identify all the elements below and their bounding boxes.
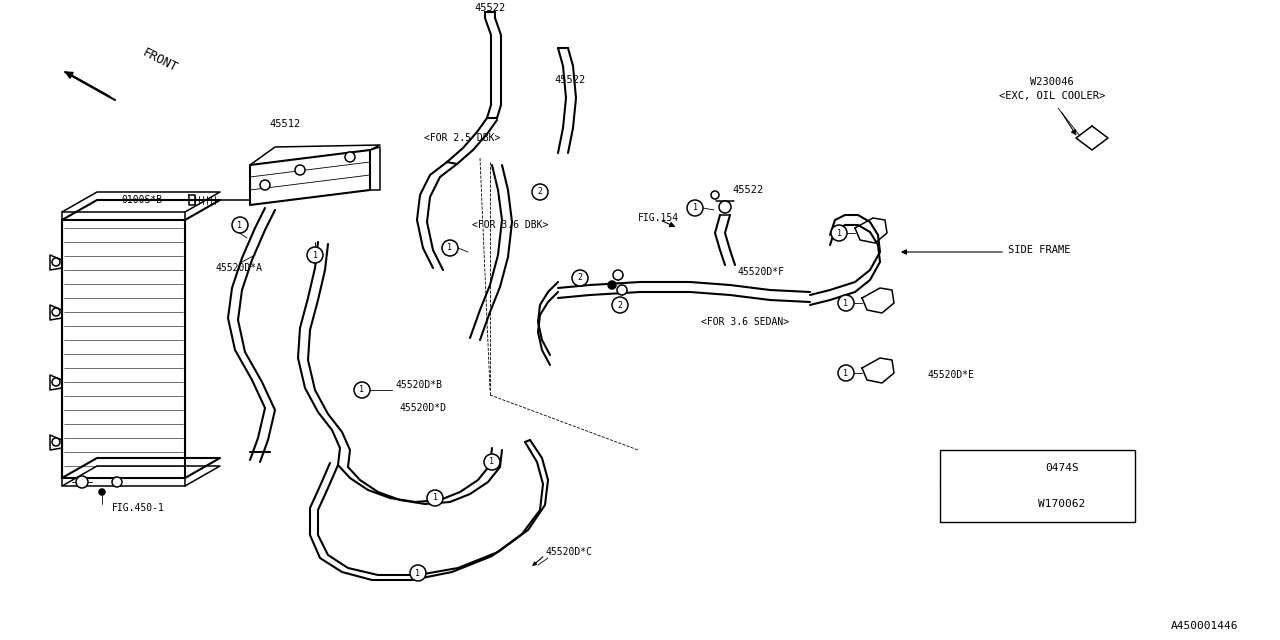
Text: 1: 1: [312, 250, 317, 259]
Circle shape: [410, 565, 426, 581]
Circle shape: [307, 247, 323, 263]
Circle shape: [831, 225, 847, 241]
Text: 1: 1: [844, 298, 849, 307]
Text: 1: 1: [963, 499, 968, 509]
Text: 1: 1: [238, 221, 242, 230]
Text: 1: 1: [489, 458, 494, 467]
Text: <FOR 2.5 DBK>: <FOR 2.5 DBK>: [424, 133, 500, 143]
Circle shape: [442, 240, 458, 256]
Text: 45520D*B: 45520D*B: [396, 380, 442, 390]
Circle shape: [608, 281, 616, 289]
Text: 2: 2: [538, 188, 543, 196]
Text: 1: 1: [844, 369, 849, 378]
Text: 45520D*D: 45520D*D: [399, 403, 447, 413]
Text: <EXC, OIL COOLER>: <EXC, OIL COOLER>: [998, 91, 1105, 101]
Text: 45512: 45512: [269, 119, 301, 129]
Text: 0100S*B: 0100S*B: [120, 195, 163, 205]
Circle shape: [76, 476, 88, 488]
Circle shape: [428, 490, 443, 506]
Circle shape: [955, 458, 975, 478]
Text: 2: 2: [963, 463, 968, 472]
Circle shape: [52, 308, 60, 316]
Circle shape: [294, 165, 305, 175]
Circle shape: [719, 201, 731, 213]
Text: 0474S: 0474S: [1046, 463, 1079, 473]
Text: 1: 1: [360, 385, 365, 394]
Text: FRONT: FRONT: [140, 45, 179, 74]
Text: 2: 2: [617, 301, 622, 310]
Circle shape: [838, 365, 854, 381]
Circle shape: [52, 378, 60, 386]
Circle shape: [612, 297, 628, 313]
Circle shape: [355, 382, 370, 398]
Text: 45522: 45522: [475, 3, 506, 13]
Circle shape: [617, 285, 627, 295]
Text: 45522: 45522: [732, 185, 764, 195]
Text: FIG.450-1: FIG.450-1: [113, 503, 165, 513]
Circle shape: [572, 270, 588, 286]
Text: W230046: W230046: [1030, 77, 1074, 87]
Circle shape: [687, 200, 703, 216]
Circle shape: [532, 184, 548, 200]
Circle shape: [611, 283, 614, 287]
Circle shape: [710, 191, 719, 199]
Text: 45522: 45522: [554, 75, 586, 85]
Text: FIG.154: FIG.154: [637, 213, 678, 223]
Circle shape: [613, 270, 623, 280]
Circle shape: [838, 295, 854, 311]
Circle shape: [52, 258, 60, 266]
Text: <FOR 3.6 SEDAN>: <FOR 3.6 SEDAN>: [701, 317, 788, 327]
Text: A450001446: A450001446: [1170, 621, 1238, 631]
Text: 1: 1: [448, 243, 453, 253]
Circle shape: [955, 494, 975, 514]
Circle shape: [113, 477, 122, 487]
Circle shape: [99, 489, 105, 495]
Circle shape: [232, 217, 248, 233]
Text: 2: 2: [577, 273, 582, 282]
Text: 1: 1: [416, 568, 421, 577]
Text: SIDE FRAME: SIDE FRAME: [1009, 245, 1070, 255]
Text: 1: 1: [433, 493, 438, 502]
Circle shape: [52, 438, 60, 446]
Text: W170062: W170062: [1038, 499, 1085, 509]
Text: 45520D*C: 45520D*C: [545, 547, 591, 557]
FancyBboxPatch shape: [940, 450, 1135, 522]
Text: <FOR 3.6 DBK>: <FOR 3.6 DBK>: [472, 220, 548, 230]
Text: 1: 1: [837, 228, 841, 237]
Text: 45520D*E: 45520D*E: [928, 370, 975, 380]
Circle shape: [484, 454, 500, 470]
Text: 45520D*F: 45520D*F: [739, 267, 785, 277]
Text: 1: 1: [692, 204, 698, 212]
Text: 45520D*A: 45520D*A: [215, 263, 262, 273]
Circle shape: [260, 180, 270, 190]
Circle shape: [346, 152, 355, 162]
